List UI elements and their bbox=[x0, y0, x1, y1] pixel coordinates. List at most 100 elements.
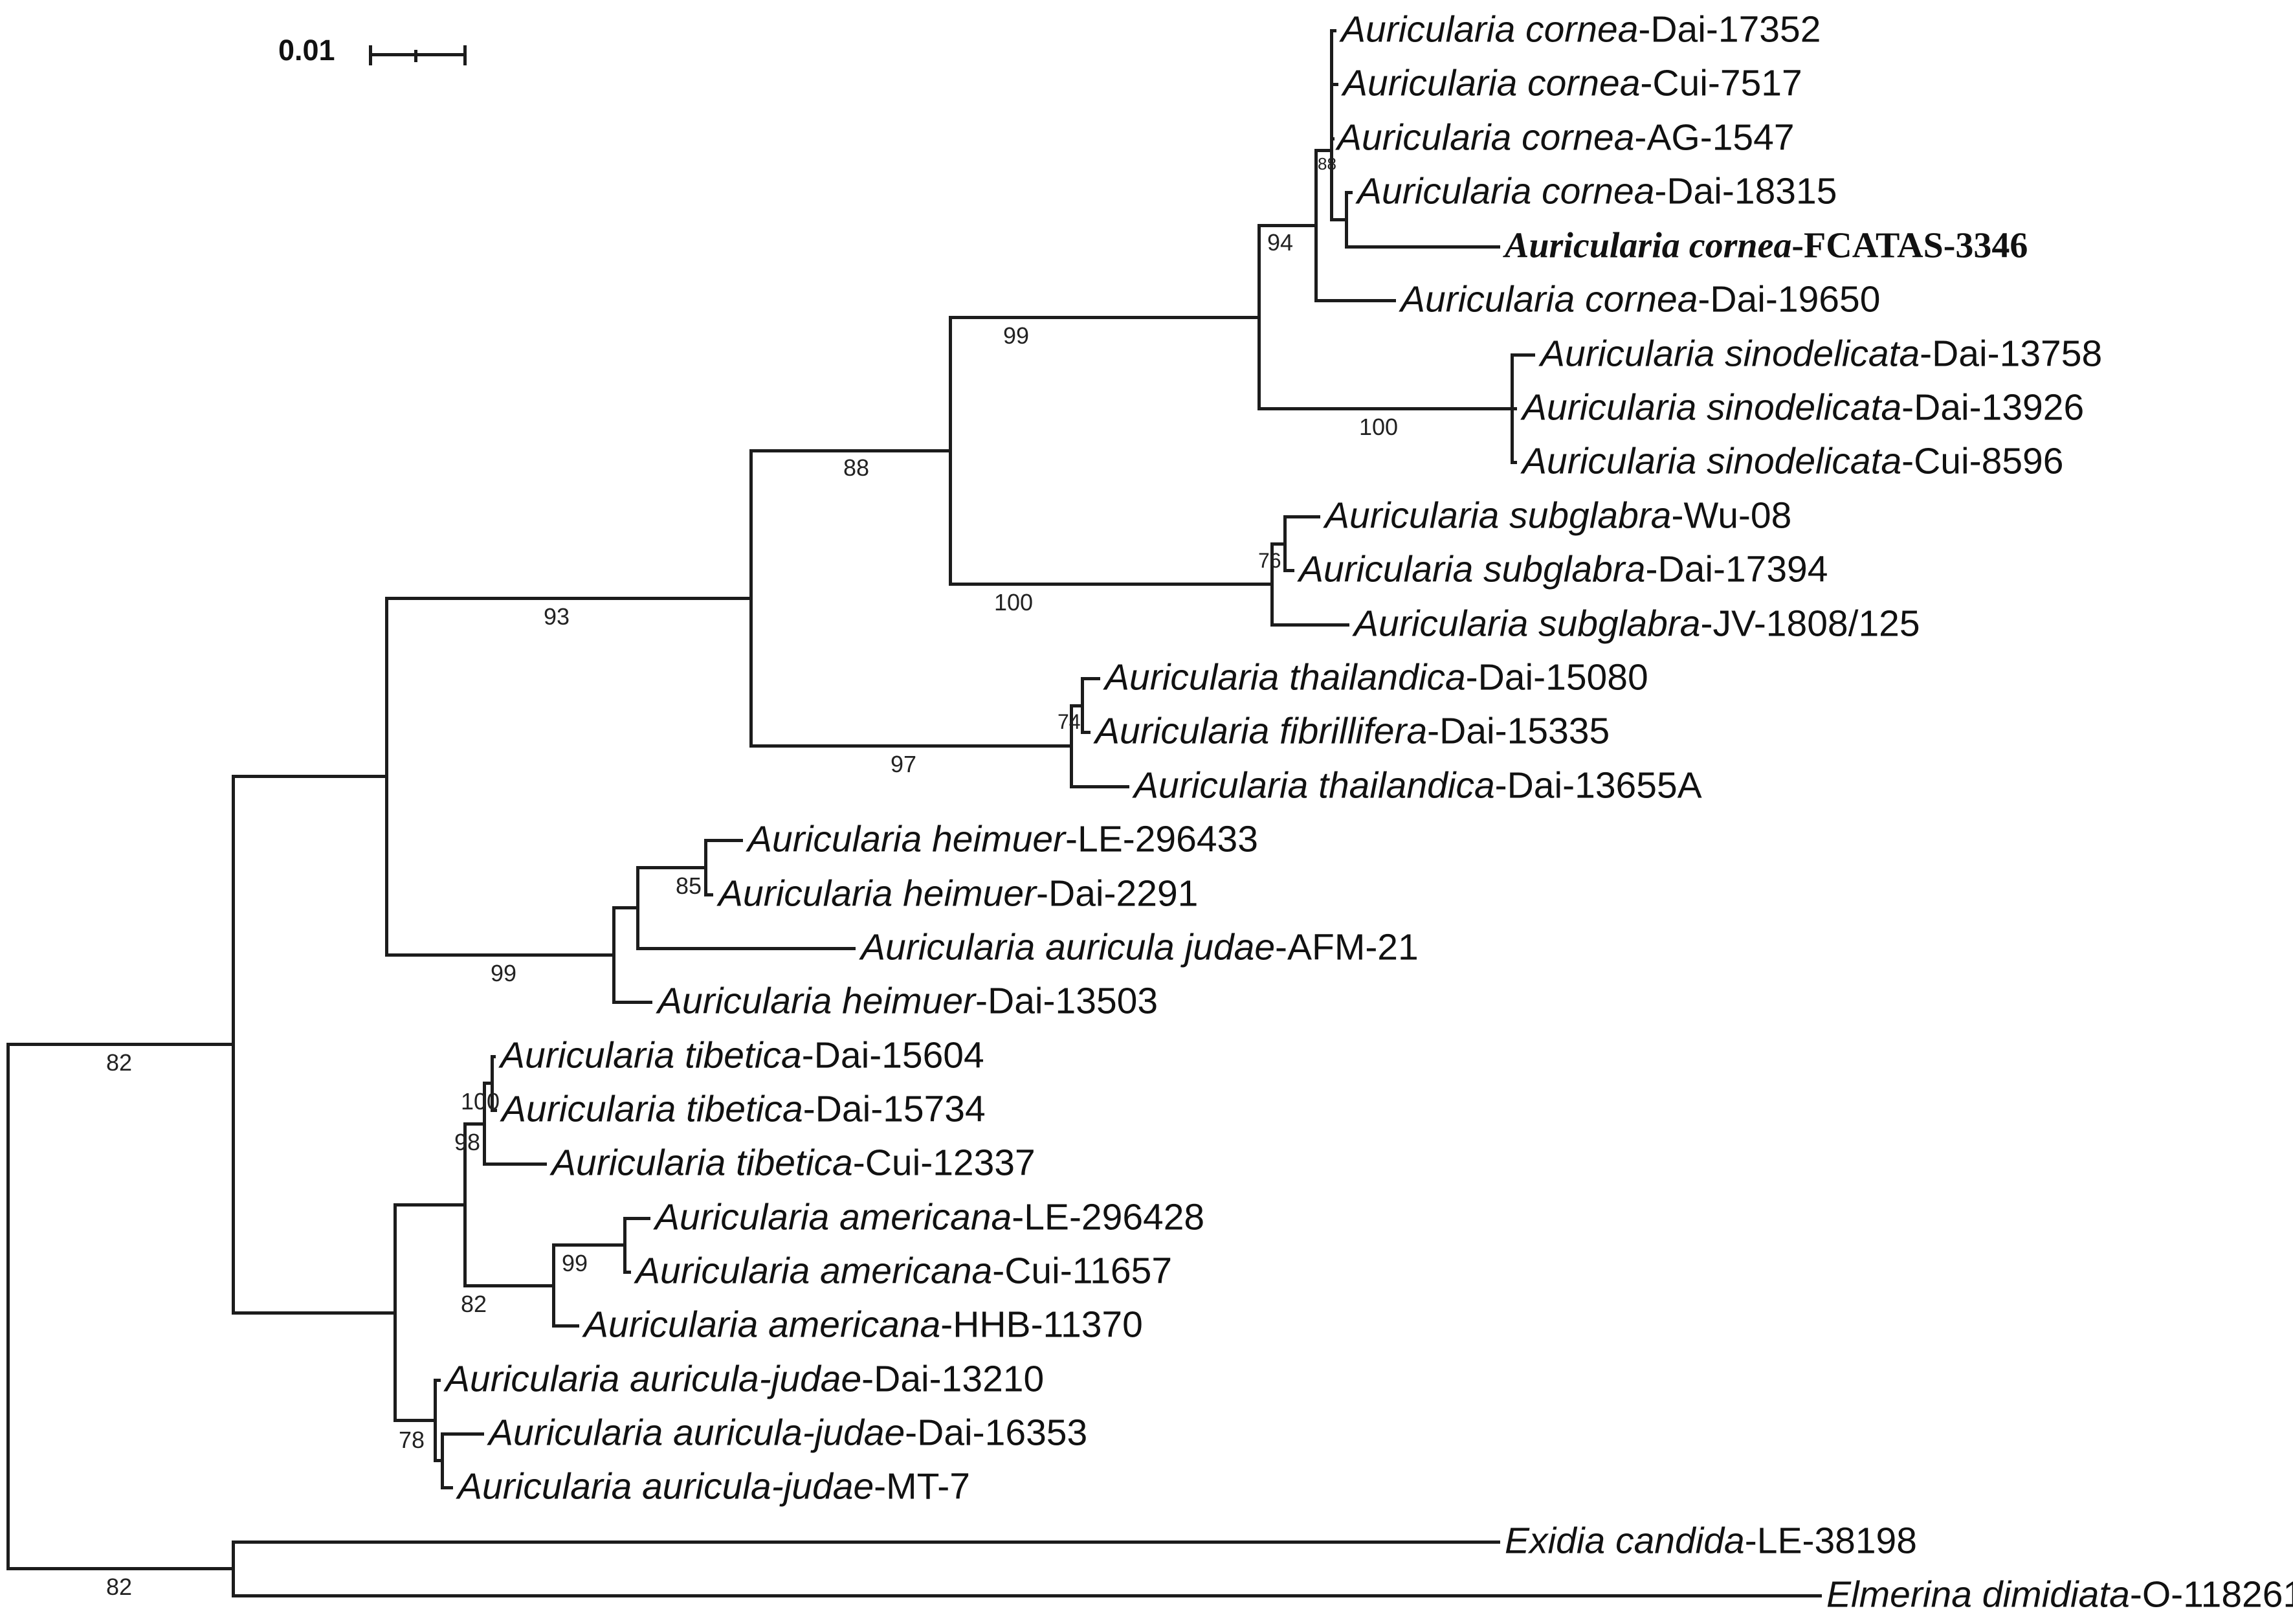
branch-line bbox=[233, 1594, 1822, 1597]
taxon-label: Auricularia tibetica-Dai-15604 bbox=[500, 1034, 984, 1077]
branch-line bbox=[1259, 224, 1316, 227]
branch-line bbox=[441, 1432, 444, 1489]
branch-line bbox=[1272, 623, 1349, 627]
branch-line bbox=[1270, 542, 1274, 627]
branch-line bbox=[1331, 29, 1336, 32]
branch-line bbox=[705, 839, 743, 842]
branch-line bbox=[1272, 542, 1285, 546]
strain-code: -Dai-17352 bbox=[1638, 8, 1821, 50]
branch-line bbox=[1346, 245, 1500, 249]
branch-line bbox=[435, 1379, 441, 1382]
branch-line bbox=[1331, 218, 1346, 221]
taxon-label: Auricularia americana-LE-296428 bbox=[655, 1196, 1204, 1239]
taxon-label: Auricularia auricula-judae-MT-7 bbox=[458, 1465, 970, 1508]
branch-line bbox=[233, 1541, 1500, 1544]
bootstrap-value: 97 bbox=[891, 751, 917, 777]
species-name: Auricularia auricula judae bbox=[861, 926, 1276, 968]
bootstrap-value: 82 bbox=[106, 1049, 133, 1076]
branch-line bbox=[553, 1243, 625, 1247]
branch-line bbox=[233, 1311, 395, 1315]
strain-code: -Dai-13503 bbox=[975, 980, 1158, 1022]
strain-code: -Dai-13926 bbox=[1901, 386, 2085, 428]
taxon-label: Auricularia auricula judae-AFM-21 bbox=[861, 926, 1419, 969]
species-name: Auricularia thailandica bbox=[1134, 764, 1495, 806]
branch-line bbox=[1346, 191, 1353, 194]
taxon-label: Auricularia cornea-AG-1547 bbox=[1337, 117, 1795, 159]
branch-line bbox=[1330, 29, 1333, 221]
strain-code: -AG-1547 bbox=[1634, 117, 1795, 159]
scale-bar bbox=[414, 50, 417, 62]
branch-line bbox=[463, 1122, 467, 1287]
strain-code: -Dai-18315 bbox=[1654, 170, 1837, 212]
branch-line bbox=[232, 1541, 235, 1597]
species-name: Auricularia cornea bbox=[1341, 8, 1639, 50]
bootstrap-value: 100 bbox=[994, 589, 1034, 616]
branch-line bbox=[233, 775, 386, 778]
species-name: Auricularia americana bbox=[655, 1196, 1012, 1238]
branch-line bbox=[232, 775, 235, 1315]
branch-line bbox=[483, 1082, 486, 1166]
species-name: Auricularia subglabra bbox=[1325, 495, 1672, 537]
branch-line bbox=[625, 1271, 631, 1274]
branch-line bbox=[442, 1486, 453, 1489]
species-name: Auricularia cornea bbox=[1401, 278, 1698, 320]
species-name: Auricularia heimuer bbox=[718, 873, 1037, 915]
species-name: Auricularia fibrillifera bbox=[1095, 710, 1428, 752]
strain-code: -LE-296433 bbox=[1065, 818, 1258, 860]
taxon-label: Auricularia cornea-Dai-17352 bbox=[1341, 8, 1821, 51]
species-name: Auricularia americana bbox=[636, 1250, 993, 1292]
bootstrap-value: 100 bbox=[461, 1088, 500, 1115]
species-name: Auricularia cornea bbox=[1343, 62, 1641, 104]
strain-code: -LE-38198 bbox=[1744, 1520, 1917, 1562]
branch-line bbox=[385, 597, 388, 957]
species-name: Auricularia americana bbox=[584, 1304, 941, 1346]
species-name: Auricularia sinodelicata bbox=[1522, 386, 1902, 428]
taxon-label: Auricularia subglabra-Dai-17394 bbox=[1299, 548, 1828, 591]
taxon-label: Auricularia subglabra-Wu-08 bbox=[1325, 495, 1791, 537]
taxon-label: Auricularia thailandica-Dai-13655A bbox=[1134, 764, 1702, 807]
strain-code: -Cui-8596 bbox=[1901, 440, 2064, 482]
strain-code: -Dai-15604 bbox=[801, 1034, 984, 1076]
branch-line bbox=[492, 1109, 497, 1112]
strain-code: -O-118261 bbox=[2129, 1574, 2293, 1616]
strain-code: -Dai-13758 bbox=[1920, 333, 2103, 375]
branch-line bbox=[393, 1203, 397, 1422]
species-name: Auricularia cornea bbox=[1337, 117, 1635, 159]
bootstrap-value: 78 bbox=[399, 1427, 425, 1453]
branch-line bbox=[614, 906, 637, 909]
bootstrap-value: 99 bbox=[1003, 322, 1030, 349]
branch-line bbox=[950, 316, 1259, 319]
strain-code: -Cui-12337 bbox=[852, 1142, 1036, 1184]
species-name: Exidia candida bbox=[1505, 1520, 1745, 1562]
species-name: Auricularia auricula-judae bbox=[445, 1358, 862, 1400]
strain-code: -Dai-13655A bbox=[1494, 764, 1702, 806]
branch-line bbox=[1511, 353, 1514, 464]
branch-line bbox=[1070, 704, 1073, 788]
bootstrap-value: 85 bbox=[676, 873, 702, 899]
strain-code: -Dai-17394 bbox=[1645, 548, 1828, 590]
branch-line bbox=[1512, 407, 1517, 410]
branch-line bbox=[1259, 407, 1512, 410]
branch-line bbox=[395, 1203, 465, 1207]
strain-code: -Dai-13210 bbox=[861, 1358, 1045, 1400]
branch-line bbox=[465, 1122, 484, 1126]
bootstrap-value: 76 bbox=[1258, 549, 1281, 572]
branch-line bbox=[1082, 677, 1100, 680]
strain-code: -AFM-21 bbox=[1275, 926, 1419, 968]
strain-code: -Cui-7517 bbox=[1640, 62, 1802, 104]
strain-code: -Cui-11657 bbox=[992, 1250, 1173, 1292]
branch-line bbox=[950, 583, 1272, 586]
species-name: Auricularia subglabra bbox=[1354, 603, 1701, 645]
branch-line bbox=[612, 906, 615, 1004]
bootstrap-value: 99 bbox=[491, 960, 517, 986]
taxon-label: Auricularia sinodelicata-Dai-13758 bbox=[1540, 333, 2102, 375]
taxon-label: Auricularia heimuer-LE-296433 bbox=[748, 818, 1258, 861]
taxon-label: Auricularia cornea-Cui-7517 bbox=[1343, 62, 1802, 105]
branch-line bbox=[492, 1055, 496, 1058]
taxon-label: Elmerina dimidiata-O-118261 bbox=[1826, 1574, 2293, 1616]
branch-line bbox=[386, 597, 751, 600]
branch-line bbox=[625, 1217, 650, 1220]
branch-line bbox=[395, 1419, 435, 1422]
scale-bar bbox=[370, 53, 466, 56]
branch-line bbox=[1285, 569, 1294, 572]
